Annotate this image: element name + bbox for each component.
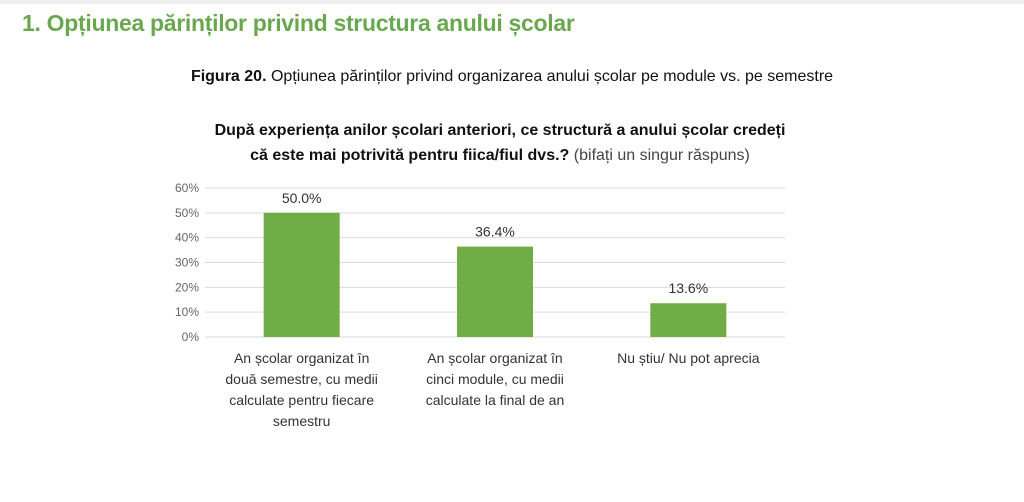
- y-tick-label: 10%: [175, 305, 199, 319]
- x-tick-label: calculate pentru fiecare: [229, 392, 374, 408]
- y-tick-label: 40%: [175, 231, 199, 245]
- figure-caption-text: Opțiunea părinților privind organizarea …: [270, 68, 834, 85]
- section-title: 1. Opțiunea părinților privind structura…: [22, 10, 575, 36]
- bar: [263, 212, 340, 337]
- x-tick-label: calculate la final de an: [426, 392, 565, 408]
- top-divider: [0, 0, 1024, 4]
- data-label: 36.4%: [475, 224, 515, 240]
- chart-title: După experiența anilor școlari anteriori…: [130, 118, 870, 168]
- data-label: 13.6%: [668, 280, 708, 296]
- chart-title-line2: că este mai potrivită pentru fiica/fiul …: [250, 147, 570, 164]
- y-tick-label: 20%: [175, 280, 199, 294]
- bar: [457, 246, 533, 337]
- figure-caption: Figura 20. Opțiunea părinților privind o…: [0, 68, 1024, 86]
- x-tick-label: Nu știu/ Nu pot aprecia: [617, 350, 760, 366]
- y-tick-label: 50%: [175, 206, 199, 220]
- chart-title-line1: După experiența anilor școlari anteriori…: [214, 122, 786, 139]
- data-label: 50.0%: [282, 190, 322, 206]
- chart-title-note: (bifați un singur răspuns): [573, 147, 750, 164]
- y-tick-label: 0%: [182, 330, 200, 344]
- figure-label: Figura 20.: [190, 68, 267, 85]
- y-tick-label: 30%: [175, 256, 199, 270]
- x-tick-label: An școlar organizat în: [427, 350, 562, 366]
- x-tick-label: cinci module, cu medii: [426, 371, 564, 387]
- x-tick-label: două semestre, cu medii: [225, 371, 378, 387]
- x-tick-label: An școlar organizat în: [234, 350, 369, 366]
- y-tick-label: 60%: [175, 181, 199, 195]
- x-tick-label: semestru: [273, 413, 331, 429]
- bar: [650, 303, 727, 337]
